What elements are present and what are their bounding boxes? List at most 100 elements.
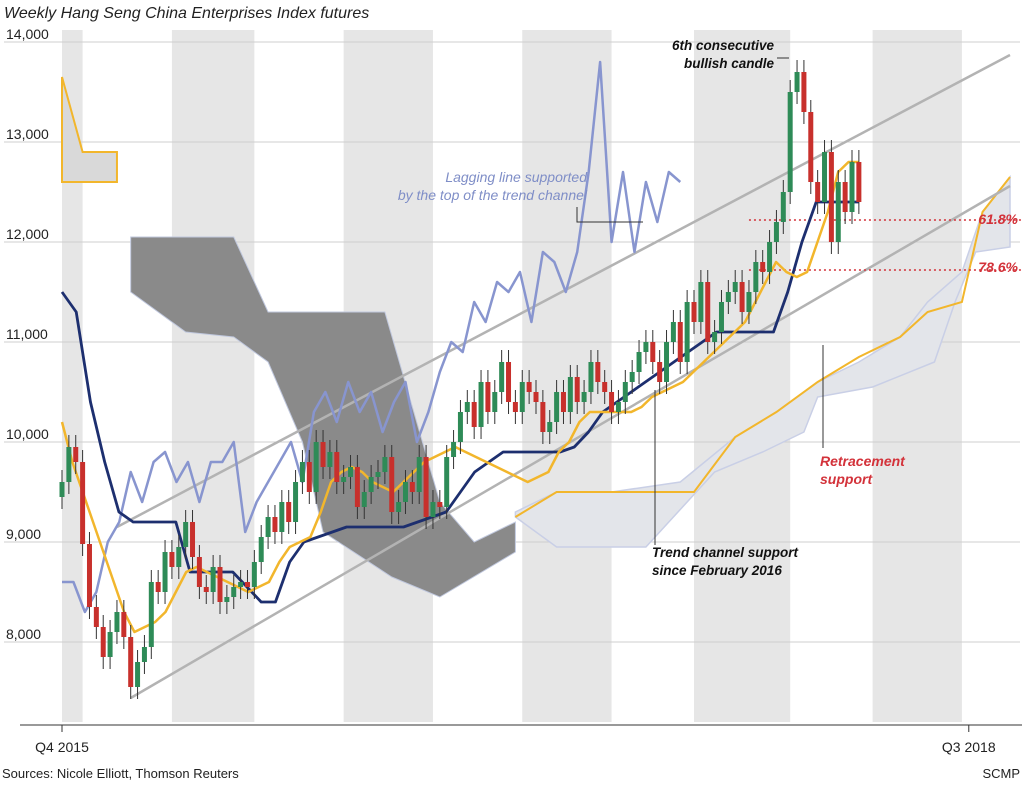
annotation-trend-channel-line1: Trend channel support: [652, 545, 799, 560]
candle-body: [560, 392, 566, 412]
y-tick-label: 8,000: [6, 626, 41, 642]
candle-body: [567, 377, 573, 412]
y-axis-ticks: 14,000 13,000 12,000 11,000 10,000 9,000 8,000: [6, 26, 49, 642]
time-stripe: [694, 30, 791, 722]
candle-body: [533, 392, 539, 402]
candle-body: [368, 477, 374, 492]
candle-body: [141, 647, 147, 662]
candle-body: [574, 377, 580, 402]
kijun-line: [60, 200, 859, 604]
candle-body: [828, 152, 834, 242]
source-note: Sources: Nicole Elliott, Thomson Reuters: [2, 766, 239, 781]
candle-body: [231, 587, 237, 597]
candle-body: [162, 552, 168, 592]
y-tick-label: 9,000: [6, 526, 41, 542]
annotation-retracement-line2: support: [820, 471, 873, 487]
candle-body: [217, 567, 223, 602]
candle-body: [718, 302, 724, 332]
y-tick-label: 10,000: [6, 426, 49, 442]
candle-body: [622, 382, 628, 402]
candle-body: [306, 462, 312, 492]
candle-body: [354, 467, 360, 507]
candle-body: [73, 447, 79, 462]
candle-body: [196, 557, 202, 587]
candle-body: [780, 192, 786, 222]
cloud-early: [61, 76, 118, 183]
candle-body: [842, 182, 848, 212]
candle-body: [732, 282, 738, 292]
candle-body: [409, 482, 415, 492]
candle-body: [341, 477, 347, 482]
annotation-bullish-candle-line2: bullish candle: [684, 56, 775, 71]
candle-body: [93, 607, 99, 627]
y-tick-label: 12,000: [6, 226, 49, 242]
candle-body: [402, 482, 408, 502]
candle-body: [169, 552, 175, 567]
candlesticks: [59, 60, 862, 699]
candle-body: [272, 517, 278, 532]
candle-body: [519, 382, 525, 412]
candle-body: [457, 412, 463, 442]
candle-body: [698, 282, 704, 322]
candle-body: [856, 162, 862, 202]
candle-body: [506, 362, 512, 402]
candle-body: [492, 392, 498, 412]
candle-body: [609, 392, 615, 412]
candle-body: [279, 502, 285, 532]
candle-body: [80, 462, 86, 544]
candle-body: [327, 452, 333, 467]
candle-body: [190, 522, 196, 557]
candle-body: [835, 182, 841, 242]
leader-lagging: [576, 207, 643, 223]
candle-body: [128, 637, 134, 687]
candle-body: [320, 442, 326, 467]
x-tick-label: Q3 2018: [942, 739, 996, 755]
candle-body: [251, 562, 257, 587]
candle-body: [135, 662, 141, 687]
candle-body: [485, 382, 491, 412]
candle-body: [396, 502, 402, 512]
candle-body: [183, 522, 189, 547]
candle-body: [86, 544, 92, 607]
candle-body: [155, 582, 161, 592]
candle-body: [739, 282, 745, 312]
retracement-label-61-8: 61.8%: [978, 211, 1018, 227]
candle-body: [636, 352, 642, 372]
candle-body: [224, 597, 230, 602]
candle-body: [767, 242, 773, 272]
y-tick-label: 11,000: [6, 326, 48, 342]
candle-body: [746, 292, 752, 312]
candle-body: [286, 502, 292, 522]
annotation-retracement-line1: Retracement: [820, 453, 906, 469]
candle-body: [100, 627, 106, 657]
candle-body: [293, 482, 299, 522]
candle-body: [547, 422, 553, 432]
candle-body: [499, 362, 505, 392]
candle-body: [258, 537, 264, 562]
x-tick-label: Q4 2015: [35, 739, 89, 755]
candle-body: [773, 222, 779, 242]
candle-body: [382, 457, 388, 472]
candle-body: [684, 302, 690, 362]
candle-body: [615, 402, 621, 412]
candle-body: [430, 502, 436, 517]
candle-body: [121, 612, 127, 637]
candle-body: [554, 392, 560, 422]
candle-body: [815, 182, 821, 202]
candle-body: [526, 382, 532, 392]
candle-body: [602, 382, 608, 392]
candle-body: [437, 502, 443, 507]
candle-body: [643, 342, 649, 352]
y-tick-label: 13,000: [6, 126, 49, 142]
brand-label: SCMP: [982, 766, 1020, 781]
candle-body: [114, 612, 120, 632]
candle-body: [148, 582, 154, 647]
retracement-label-78-6: 78.6%: [978, 259, 1018, 275]
candle-body: [540, 402, 546, 432]
candle-body: [588, 362, 594, 392]
candle-body: [59, 482, 65, 497]
y-tick-label: 14,000: [6, 26, 49, 42]
candle-body: [203, 587, 209, 592]
candle-body: [794, 72, 800, 92]
candle-body: [753, 262, 759, 292]
